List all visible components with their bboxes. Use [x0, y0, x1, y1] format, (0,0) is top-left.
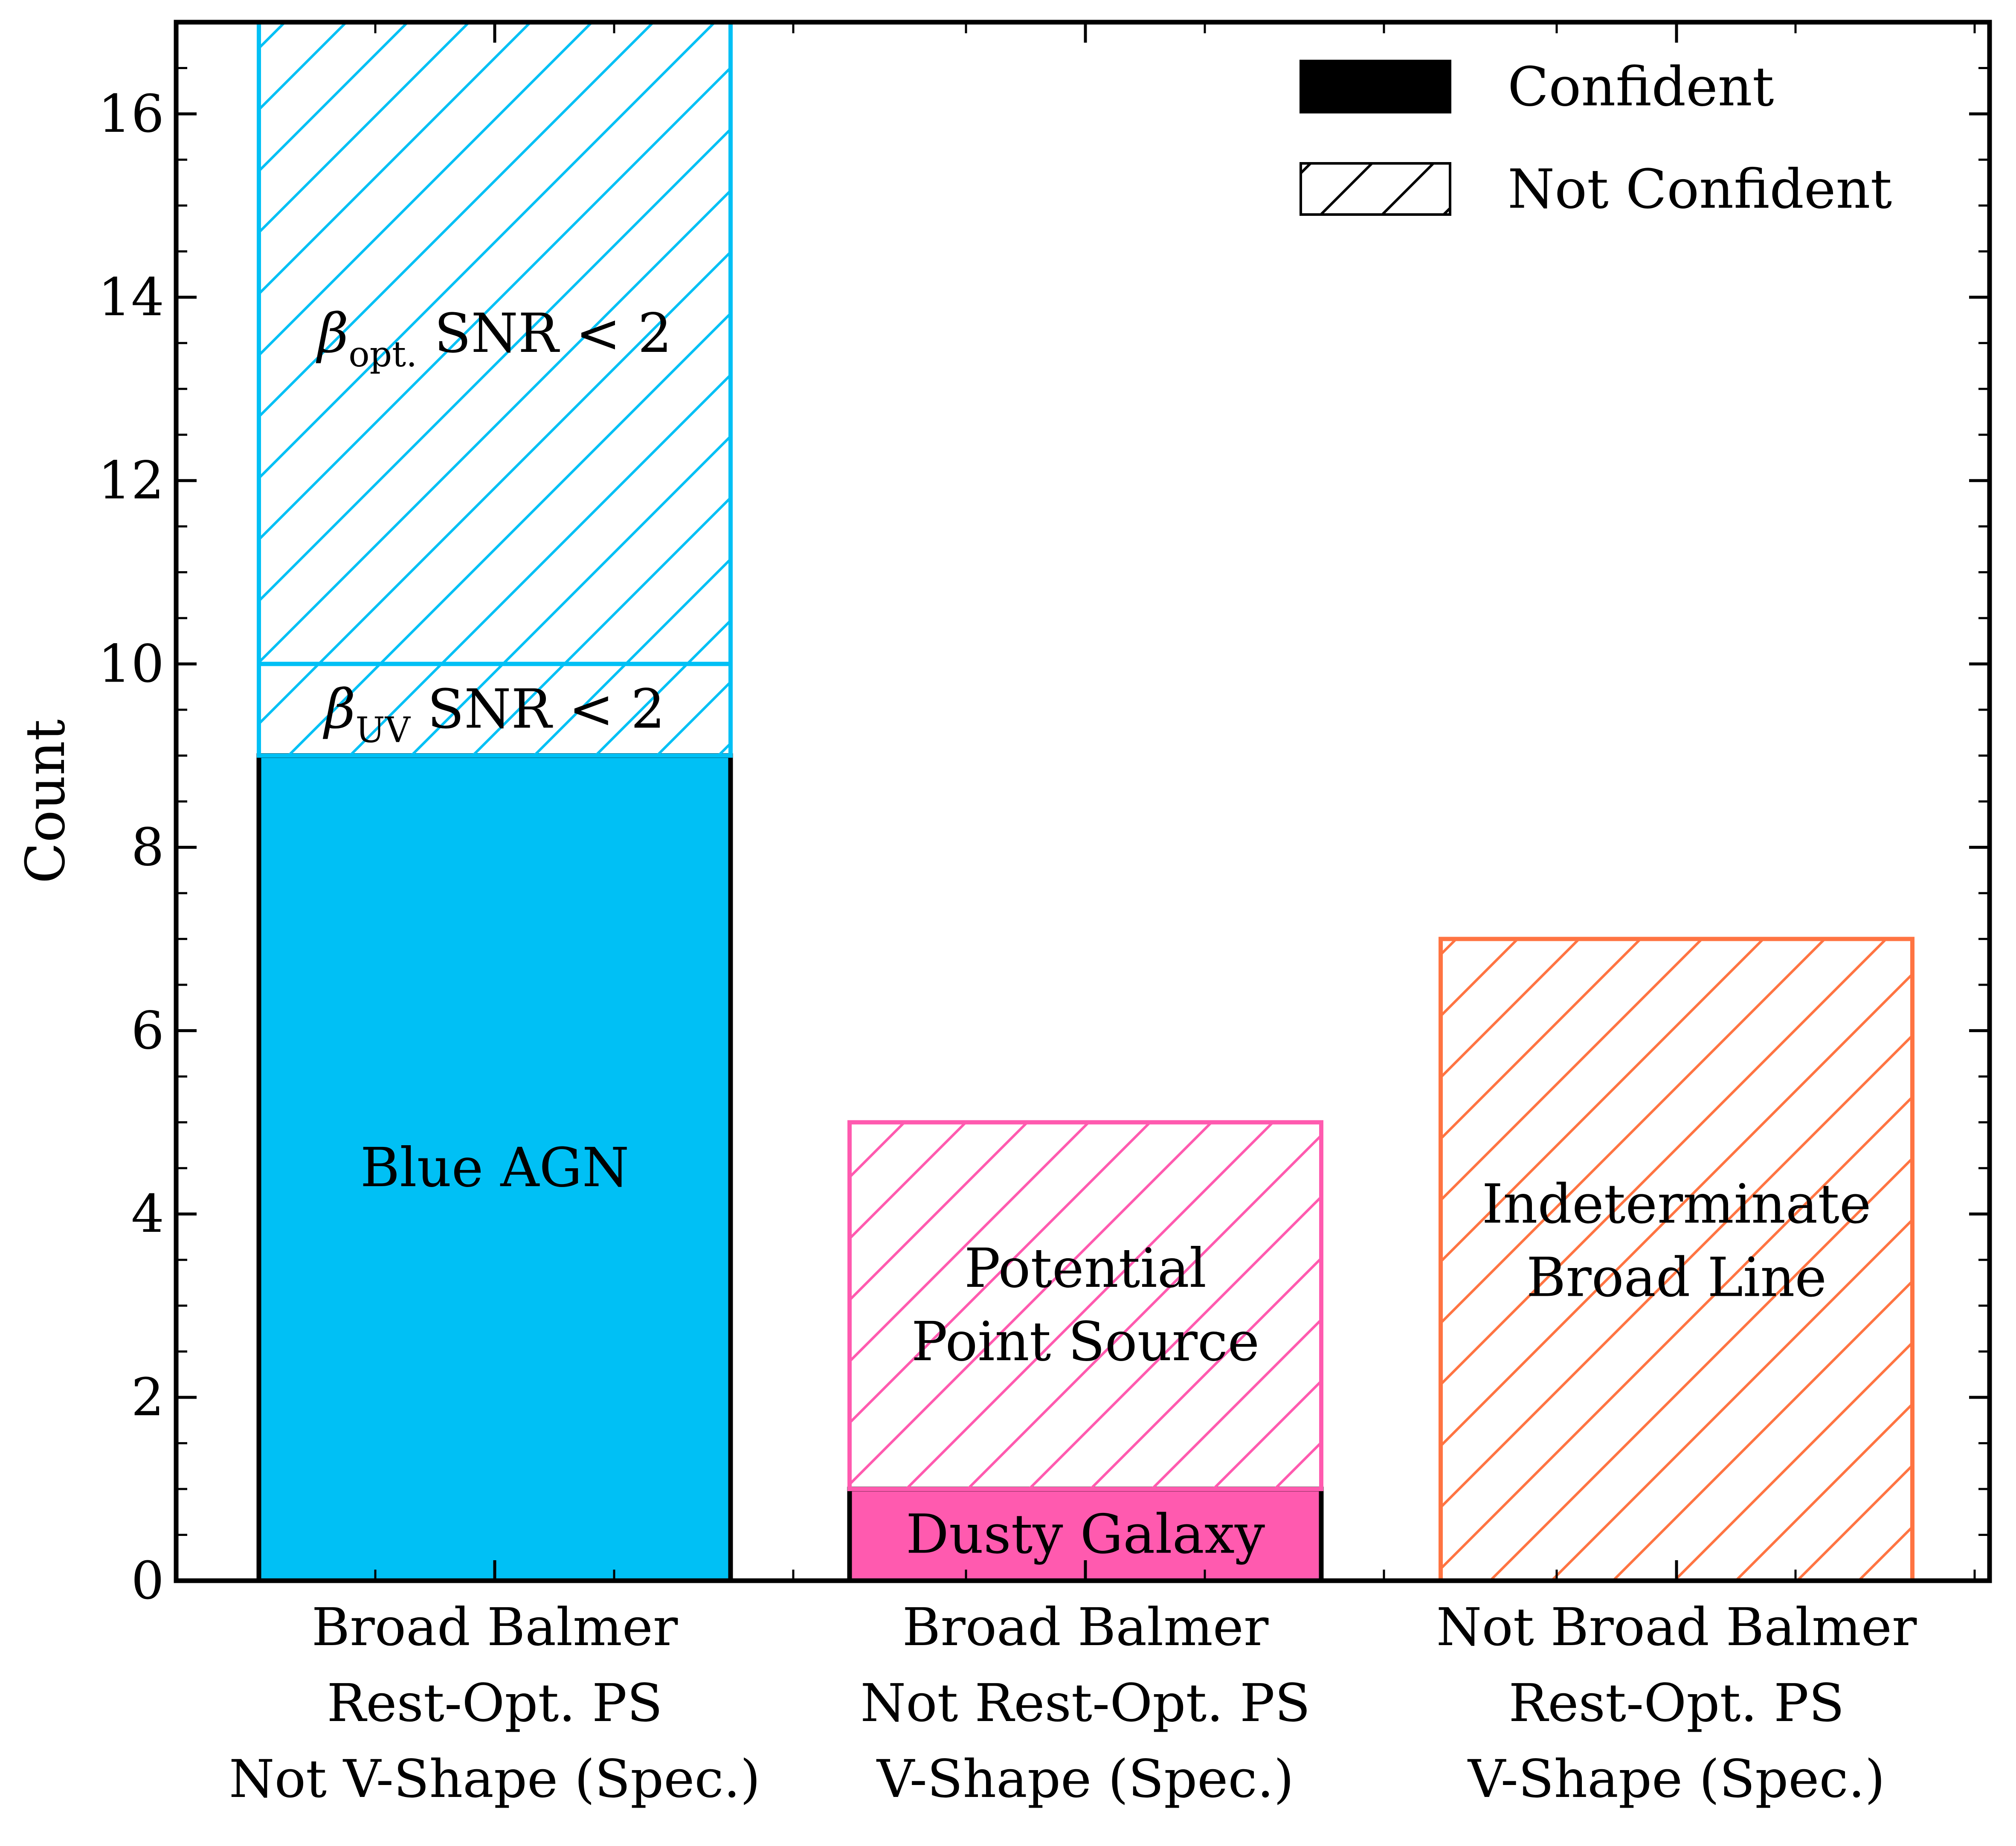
bar-segment-label: Blue AGN — [360, 1136, 629, 1199]
labels-layer: 0 2 4 6 8 10 12 14 16 Count Broad Balmer Rest-Opt. … — [14, 84, 1917, 1809]
x-category-label: Not V-Shape (Spec.) — [229, 1749, 760, 1809]
y-tick-label: 10 — [98, 634, 164, 694]
bar-segment-label: Point Source — [911, 1310, 1259, 1373]
axes-layer — [174, 20, 1992, 1583]
x-category-label: V-Shape (Spec.) — [1467, 1749, 1885, 1809]
y-tick-label: 14 — [98, 267, 164, 328]
x-category-label: V-Shape (Spec.) — [876, 1749, 1294, 1809]
legend-swatch-solid — [1300, 60, 1451, 113]
y-tick-label: 8 — [131, 817, 164, 877]
bar-segment-label: Dusty Galaxy — [906, 1503, 1265, 1566]
bar-0-segment-1 — [257, 662, 733, 758]
bar-0-segment-0 — [256, 753, 733, 1583]
x-category-label: Rest-Opt. PS — [327, 1673, 662, 1733]
x-category-label: Broad Balmer — [902, 1597, 1269, 1657]
bar-1-segment-1 — [847, 1120, 1323, 1492]
x-category-label: Not Broad Balmer — [1436, 1597, 1917, 1657]
bar-segment-label: βUV SNR < 2 — [323, 678, 665, 751]
legend-label: Not Confident — [1508, 158, 1892, 221]
x-category-label: Broad Balmer — [312, 1597, 678, 1657]
y-tick-label: 4 — [131, 1184, 164, 1244]
y-tick-label: 0 — [131, 1550, 164, 1611]
y-tick-label: 2 — [131, 1367, 164, 1428]
x-category-label: Rest-Opt. PS — [1508, 1673, 1844, 1733]
y-tick-label: 12 — [98, 450, 164, 511]
bar-segment-label: Indeterminate — [1482, 1173, 1871, 1236]
y-tick-label: 16 — [98, 84, 164, 144]
legend-swatch-hatched — [1300, 162, 1451, 216]
y-axis-title: Count — [14, 719, 77, 883]
y-tick-label: 6 — [131, 1000, 164, 1061]
bar-segment-label: Potential — [964, 1237, 1207, 1300]
legend: Confident Not Confident — [1300, 55, 1892, 221]
x-category-label: Not Rest-Opt. PS — [860, 1673, 1310, 1733]
bar-segment-label: βopt. SNR < 2 — [316, 302, 672, 375]
bar-2-segment-0 — [1439, 937, 1914, 1583]
bar-segment-label: Broad Line — [1526, 1246, 1827, 1309]
legend-label: Confident — [1508, 55, 1774, 118]
